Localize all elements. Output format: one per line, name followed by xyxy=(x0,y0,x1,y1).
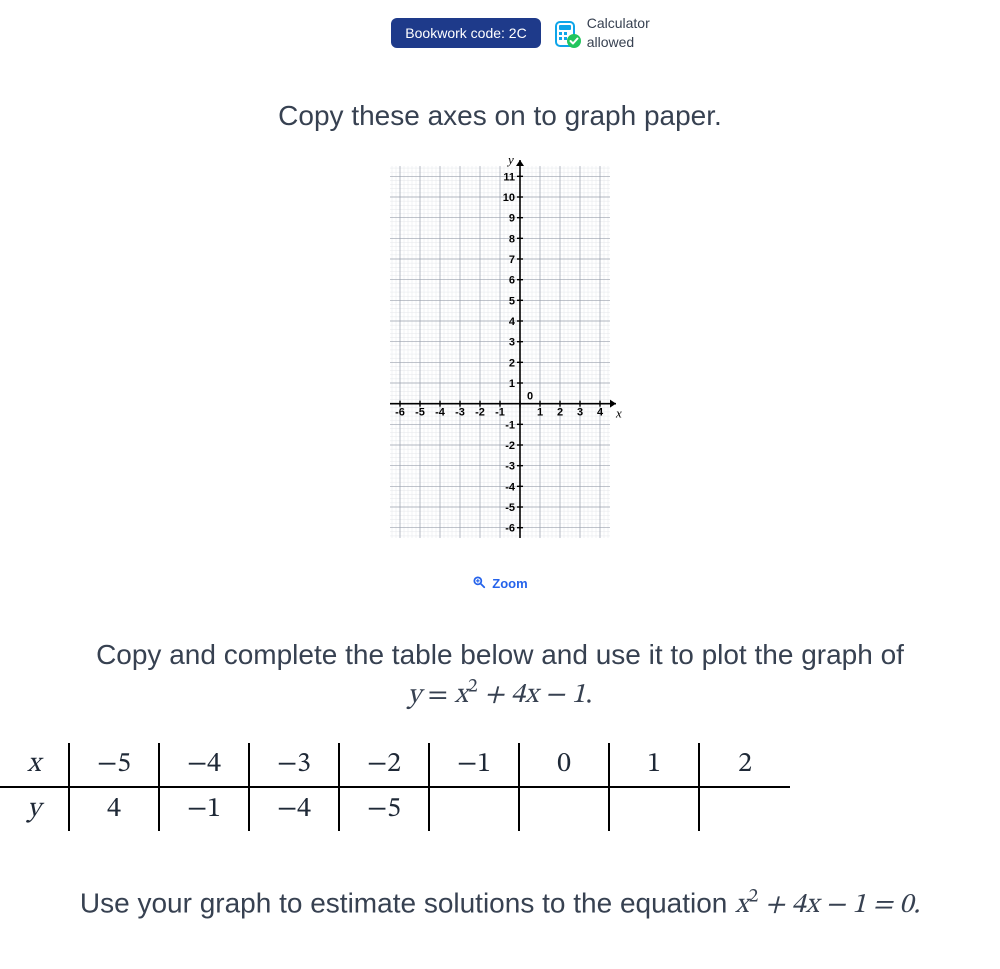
svg-text:-3: -3 xyxy=(455,406,465,418)
equation-main: y = x2 + 4x − 1. xyxy=(408,681,593,709)
table-y-cell xyxy=(700,788,790,831)
svg-text:1: 1 xyxy=(509,378,515,390)
svg-text:10: 10 xyxy=(503,192,515,204)
zoom-label: Zoom xyxy=(492,576,527,591)
table-x-cell: 2 xyxy=(700,743,790,788)
zoom-button[interactable]: Zoom xyxy=(0,575,1000,592)
svg-text:5: 5 xyxy=(509,295,515,307)
calculator-label: Calculator allowed xyxy=(587,14,649,52)
svg-text:x: x xyxy=(615,405,622,420)
svg-text:2: 2 xyxy=(509,357,515,369)
graph-panel: -6 -5 -4 -3 -2 -1 1 2 3 4 01 2 3 4 5 6 7 8 9 10 11 -1 -2 -3 -4 -5… xyxy=(370,152,630,557)
svg-text:-6: -6 xyxy=(505,522,515,534)
svg-text:0: 0 xyxy=(527,390,533,402)
svg-text:-2: -2 xyxy=(475,406,485,418)
svg-text:2: 2 xyxy=(557,406,563,418)
svg-text:9: 9 xyxy=(509,212,515,224)
svg-text:-5: -5 xyxy=(505,502,515,514)
table-y-cell xyxy=(610,788,700,831)
svg-text:11: 11 xyxy=(503,171,515,183)
table-y-cell: −5 xyxy=(340,788,430,831)
table-x-cell: 1 xyxy=(610,743,700,788)
svg-text:y: y xyxy=(506,152,514,167)
table-y-cell: −1 xyxy=(160,788,250,831)
zoom-icon xyxy=(472,575,486,592)
table-row-label-y: y xyxy=(0,788,70,831)
table-y-cell: −4 xyxy=(250,788,340,831)
table-y-cell xyxy=(520,788,610,831)
table-x-cell: −3 xyxy=(250,743,340,788)
svg-text:-4: -4 xyxy=(505,481,516,493)
table-x-cell: −4 xyxy=(160,743,250,788)
svg-text:3: 3 xyxy=(509,336,515,348)
svg-text:7: 7 xyxy=(509,254,515,266)
instruction-copy-axes: Copy these axes on to graph paper. xyxy=(0,100,1000,132)
svg-text:1: 1 xyxy=(537,406,543,418)
svg-text:-4: -4 xyxy=(435,406,446,418)
header-row: Bookwork code: 2C Calculator allowed xyxy=(40,0,1000,52)
svg-text:6: 6 xyxy=(509,274,515,286)
svg-text:8: 8 xyxy=(509,233,515,245)
table-y-cell xyxy=(430,788,520,831)
svg-text:4: 4 xyxy=(509,316,516,328)
svg-text:-5: -5 xyxy=(415,406,425,418)
bookwork-badge: Bookwork code: 2C xyxy=(391,18,540,48)
svg-text:-3: -3 xyxy=(505,460,515,472)
table-x-cell: −5 xyxy=(70,743,160,788)
instruction-solve-text: Use your graph to estimate solutions to … xyxy=(80,887,735,918)
table-x-cell: −1 xyxy=(430,743,520,788)
table-y-cell: 4 xyxy=(70,788,160,831)
value-table: x−5−4−3−2−1012y4−1−4−5 xyxy=(0,743,1000,831)
equation-solve: x2 + 4x − 1 = 0 xyxy=(735,891,913,919)
axes-figure: -6 -5 -4 -3 -2 -1 1 2 3 4 01 2 3 4 5 6 7 8 9 10 11 -1 -2 -3 -4 -5… xyxy=(370,152,630,552)
calculator-icon xyxy=(553,20,581,48)
svg-text:4: 4 xyxy=(597,406,604,418)
table-row-label-x: x xyxy=(0,743,70,788)
svg-text:-1: -1 xyxy=(495,406,505,418)
instruction-table-text: Copy and complete the table below and us… xyxy=(96,639,904,670)
svg-text:-6: -6 xyxy=(395,406,405,418)
calculator-allowed: Calculator allowed xyxy=(553,14,649,52)
svg-text:-2: -2 xyxy=(505,440,515,452)
table-x-cell: 0 xyxy=(520,743,610,788)
svg-text:-1: -1 xyxy=(505,419,515,431)
svg-text:3: 3 xyxy=(577,406,583,418)
table-x-cell: −2 xyxy=(340,743,430,788)
instruction-solve: Use your graph to estimate solutions to … xyxy=(0,885,1000,923)
instruction-table: Copy and complete the table below and us… xyxy=(0,636,1000,715)
